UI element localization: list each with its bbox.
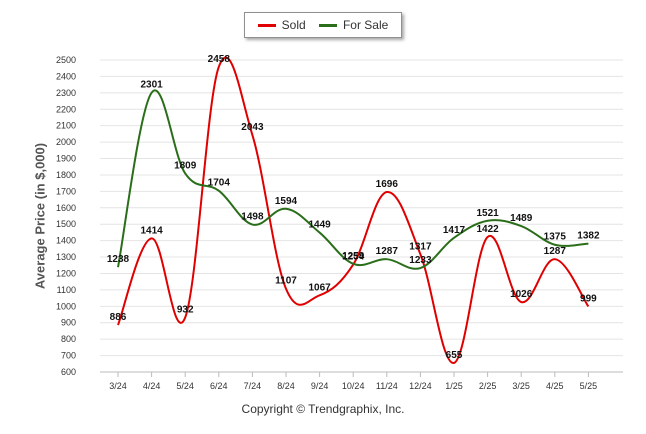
data-label-sold: 1422 [476,224,499,235]
y-tick-label: 1500 [56,219,76,229]
x-tick-label: 10/24 [342,381,365,391]
data-label-for-sale: 1233 [409,255,432,266]
data-label-for-sale: 1417 [443,225,466,236]
data-label-sold: 2043 [241,122,264,133]
data-label-for-sale: 1809 [174,160,197,171]
y-tick-label: 1800 [56,170,76,180]
y-tick-label: 1300 [56,252,76,262]
x-tick-label: 8/24 [277,381,295,391]
y-tick-label: 2200 [56,104,76,114]
data-label-for-sale: 1498 [241,212,264,223]
series-line-for-sale [117,89,589,270]
y-tick-label: 1700 [56,186,76,196]
data-label-for-sale: 1704 [208,178,231,189]
data-label-for-sale: 1449 [308,220,331,231]
legend-label-sold: Sold [281,18,306,32]
data-label-sold: 1107 [275,276,297,287]
data-label-sold: 1317 [409,241,432,252]
y-tick-label: 2500 [56,55,76,65]
legend-swatch-for-sale [318,23,337,27]
data-label-for-sale: 2301 [140,80,163,91]
data-label-sold: 1026 [510,289,533,300]
y-tick-label: 800 [61,334,76,344]
x-tick-label: 3/24 [109,381,127,391]
data-label-sold: 1414 [140,225,163,236]
data-label-for-sale: 1382 [577,231,600,242]
data-label-sold: 1067 [308,282,331,293]
x-tick-label: 4/25 [546,381,564,391]
x-tick-label: 7/24 [244,381,262,391]
x-tick-label: 3/25 [512,381,530,391]
data-label-sold: 932 [177,304,194,315]
series-line-sold [117,56,590,364]
data-label-sold: 886 [110,312,127,323]
y-tick-label: 1900 [56,154,76,164]
data-label-for-sale: 1594 [275,196,298,207]
x-tick-label: 5/25 [580,381,598,391]
y-tick-label: 2100 [56,121,76,131]
y-tick-label: 1200 [56,268,76,278]
y-tick-label: 1600 [56,203,76,213]
y-tick-label: 600 [61,367,76,377]
y-tick-label: 700 [61,351,76,361]
legend-swatch-sold [257,23,276,27]
y-tick-label: 1100 [57,285,76,295]
x-tick-label: 5/24 [176,381,194,391]
legend-label-for-sale: For Sale [342,18,389,32]
x-tick-label: 9/24 [311,381,329,391]
y-tick-label: 1400 [56,236,76,246]
data-label-sold: 2458 [208,54,231,65]
x-tick-label: 4/24 [143,381,161,391]
data-label-sold: 1254 [342,252,365,263]
y-tick-label: 2400 [56,71,76,81]
data-label-for-sale: 1521 [476,208,499,219]
x-tick-label: 12/24 [409,381,432,391]
data-label-for-sale: 1489 [510,213,533,224]
x-tick-label: 11/24 [376,381,398,391]
y-tick-label: 1000 [56,301,76,311]
data-label-for-sale: 1375 [544,232,567,243]
data-label-sold: 1696 [376,179,399,190]
data-label-sold: 999 [580,293,597,304]
copyright-text: Copyright © Trendgraphix, Inc. [241,402,405,416]
data-label-for-sale: 1287 [376,246,399,257]
x-tick-label: 2/25 [479,381,497,391]
x-tick-label: 6/24 [210,381,228,391]
y-tick-label: 2000 [56,137,76,147]
legend-item-for-sale[interactable]: For Sale [318,18,389,32]
legend-item-sold[interactable]: Sold [257,18,306,32]
y-tick-label: 2300 [56,88,76,98]
y-axis-label: Average Price (in $,000) [32,142,48,290]
plot-area [100,60,623,372]
data-label-sold: 655 [446,350,463,361]
legend: Sold For Sale [244,12,402,38]
y-tick-label: 900 [61,318,76,328]
x-tick-label: 1/25 [445,381,463,391]
data-label-for-sale: 1259 [342,251,365,262]
data-label-for-sale: 1238 [107,254,130,265]
data-label-sold: 1287 [544,246,567,257]
